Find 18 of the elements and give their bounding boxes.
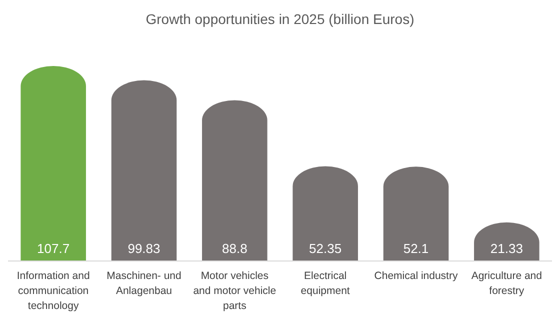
bar [20,66,86,261]
bar [292,166,358,261]
bar [383,166,449,261]
data-label: 52.35 [309,241,342,256]
data-label: 88.8 [222,241,248,256]
data-label: 21.33 [490,241,523,256]
x-tick-label: Electrical equipment [300,270,350,297]
data-label: 107.7 [37,241,70,256]
chart-title: Growth opportunities in 2025 (billion Euros) [146,11,414,27]
x-tick-label: Motor vehicles and motor vehicle parts [193,270,276,312]
x-tick-label: Maschinen- und Anlagenbau [106,270,182,297]
x-tick-label: Agriculture and forestry [471,270,542,297]
bar [111,80,177,261]
x-tick-label: Chemical industry [374,270,458,282]
data-label: 52.1 [403,241,429,256]
x-tick-label: Information and communication technology [16,270,90,312]
data-label: 99.83 [128,241,160,256]
bar [202,100,268,261]
